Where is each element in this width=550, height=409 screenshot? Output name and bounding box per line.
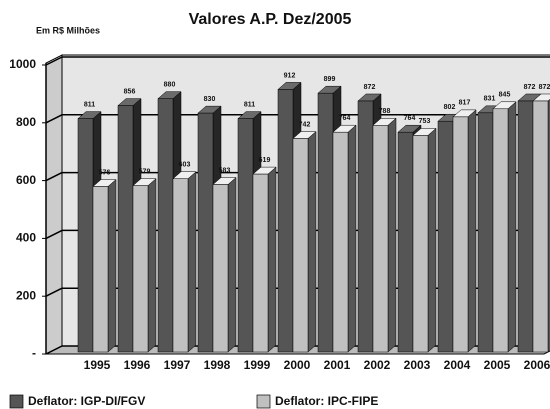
y-tick-label: 800 <box>16 115 36 129</box>
bar <box>357 100 374 353</box>
value-label: 872 <box>524 84 536 91</box>
value-label: 899 <box>324 76 336 83</box>
legend-swatch <box>256 394 271 409</box>
grid-line-side <box>45 56 63 66</box>
value-label: 811 <box>84 101 95 108</box>
x-tick-label: 2004 <box>444 358 471 372</box>
grid-line-side <box>45 345 63 355</box>
bar <box>197 112 214 353</box>
bar-side <box>387 117 397 353</box>
bar <box>397 131 414 353</box>
bar <box>117 105 134 353</box>
value-label: 830 <box>204 96 216 103</box>
value-label: 603 <box>179 162 191 169</box>
x-tick-label: 1998 <box>204 358 231 372</box>
value-label: 872 <box>364 84 376 91</box>
bar-side <box>467 109 477 353</box>
bar <box>172 178 189 353</box>
y-tick-label: 1000 <box>9 57 36 71</box>
value-label: 576 <box>99 169 111 176</box>
grid-line-side <box>45 287 63 297</box>
y-tick-label: 400 <box>16 231 36 245</box>
x-tick-label: 2006 <box>524 358 550 372</box>
bar <box>237 118 254 353</box>
value-label: 872 <box>539 84 550 91</box>
value-label: 753 <box>419 118 431 125</box>
value-label: 619 <box>259 157 271 164</box>
x-tick-label: 2000 <box>284 358 311 372</box>
grid-line-side <box>45 114 63 124</box>
x-tick-label: 2005 <box>484 358 511 372</box>
y-tick-label: - <box>32 346 36 360</box>
bar <box>492 108 509 353</box>
bar <box>532 100 549 353</box>
value-label: 811 <box>244 101 255 108</box>
x-tick-label: 1996 <box>124 358 151 372</box>
value-label: 742 <box>299 121 311 128</box>
bar <box>332 131 349 353</box>
bar-side <box>427 127 437 353</box>
bar <box>77 118 94 353</box>
bar <box>132 185 149 353</box>
value-label: 845 <box>499 92 511 99</box>
plot-side <box>45 54 63 355</box>
x-tick-label: 2002 <box>364 358 391 372</box>
x-tick-label: 2003 <box>404 358 431 372</box>
bar <box>452 116 469 353</box>
y-tick-label: 200 <box>16 288 36 302</box>
bar <box>437 120 454 353</box>
legend-label: Deflator: IGP-DI/FGV <box>28 394 145 408</box>
bar <box>517 100 534 353</box>
bar-side <box>107 178 117 353</box>
x-tick-label: 1997 <box>164 358 191 372</box>
bar-side <box>187 171 197 353</box>
bar <box>477 112 494 353</box>
bar <box>292 138 309 353</box>
bar <box>212 184 229 353</box>
grid-line-side <box>45 171 63 182</box>
value-label: 579 <box>139 169 151 176</box>
value-label: 817 <box>459 100 471 107</box>
legend-swatch <box>9 394 24 409</box>
value-label: 583 <box>219 167 231 174</box>
value-label: 856 <box>124 88 136 95</box>
x-tick-label: 2001 <box>324 358 351 372</box>
value-label: 802 <box>444 104 456 111</box>
bar-side <box>227 176 237 353</box>
grid-line-side <box>45 229 63 240</box>
bar <box>252 173 269 353</box>
bar <box>372 125 389 353</box>
value-label: 764 <box>404 115 416 122</box>
value-label: 912 <box>284 72 296 79</box>
value-label: 764 <box>339 115 351 122</box>
bar <box>277 89 294 353</box>
bar-side <box>347 124 357 353</box>
chart-title: Valores A.P. Dez/2005 <box>189 11 352 28</box>
unit-label: Em R$ Milhões <box>36 25 100 35</box>
bar-side <box>147 178 157 353</box>
value-label: 880 <box>164 82 176 89</box>
value-label: 831 <box>484 96 496 103</box>
x-tick-label: 1999 <box>244 358 271 372</box>
bar <box>157 98 174 353</box>
bar-side <box>307 131 317 353</box>
bar-side <box>507 101 517 353</box>
bar <box>412 135 429 353</box>
y-tick-label: 600 <box>16 173 36 187</box>
bar <box>317 92 334 353</box>
legend-label: Deflator: IPC-FIPE <box>275 394 378 408</box>
value-label: 788 <box>379 108 391 115</box>
bar-side <box>267 166 277 353</box>
x-tick-label: 1995 <box>84 358 111 372</box>
bar <box>92 186 109 353</box>
